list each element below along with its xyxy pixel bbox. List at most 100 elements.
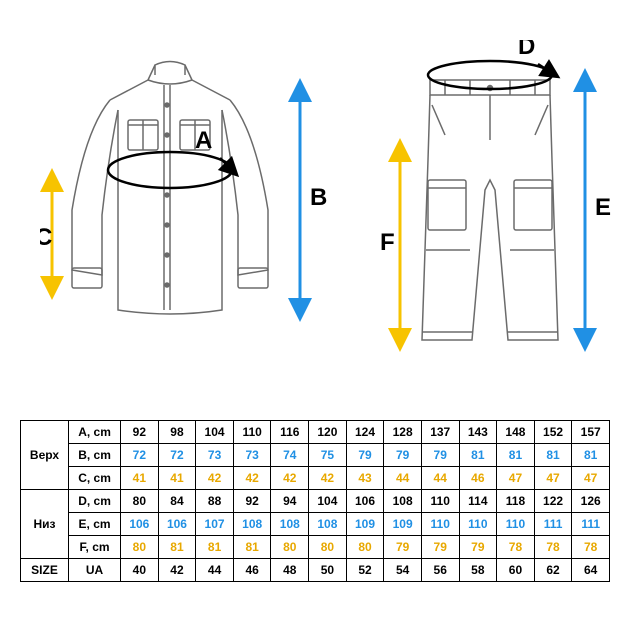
cell: 108 [271,513,309,536]
cell: 110 [421,513,459,536]
size-cell: 46 [233,559,271,582]
cell: 79 [384,444,422,467]
pants-illustration: D E F [360,40,620,380]
group-top: Верх [21,421,69,490]
row-label: E, cm [69,513,121,536]
cell: 110 [421,490,459,513]
letter-b: B [310,184,327,211]
letter-f: F [380,229,395,256]
cell: 47 [534,467,572,490]
cell: 88 [196,490,234,513]
cell: 80 [271,536,309,559]
cell: 152 [534,421,572,444]
cell: 47 [497,467,535,490]
cell: 104 [196,421,234,444]
cell: 84 [158,490,196,513]
cell: 98 [158,421,196,444]
cell: 81 [572,444,610,467]
cell: 74 [271,444,309,467]
cell: 72 [121,444,159,467]
cell: 92 [233,490,271,513]
cell: 107 [196,513,234,536]
cell: 128 [384,421,422,444]
cell: 106 [158,513,196,536]
cell: 148 [497,421,535,444]
cell: 47 [572,467,610,490]
size-cell: 40 [121,559,159,582]
cell: 42 [196,467,234,490]
cell: 80 [346,536,384,559]
cell: 118 [497,490,535,513]
cell: 111 [534,513,572,536]
size-cell: 54 [384,559,422,582]
cell: 72 [158,444,196,467]
letter-c: C [40,224,52,251]
cell: 106 [346,490,384,513]
cell: 43 [346,467,384,490]
cell: 126 [572,490,610,513]
size-cell: 64 [572,559,610,582]
row-label: F, cm [69,536,121,559]
cell: 108 [384,490,422,513]
cell: 81 [459,444,497,467]
cell: 46 [459,467,497,490]
size-cell: 48 [271,559,309,582]
size-cell: 42 [158,559,196,582]
cell: 109 [384,513,422,536]
table-row: B, cm72727373747579797981818181 [21,444,610,467]
cell: 78 [497,536,535,559]
cell: 41 [121,467,159,490]
group-bottom: Низ [21,490,69,559]
cell: 81 [497,444,535,467]
cell: 80 [309,536,347,559]
cell: 79 [384,536,422,559]
shirt-illustration: A B C [40,50,330,370]
cell: 106 [121,513,159,536]
cell: 44 [384,467,422,490]
cell: 81 [534,444,572,467]
table-row: ВерхA, cm9298104110116120124128137143148… [21,421,610,444]
cell: 116 [271,421,309,444]
cell: 80 [121,490,159,513]
cell: 111 [572,513,610,536]
cell: 79 [459,536,497,559]
measurement-diagram: A B C [20,20,610,390]
cell: 108 [309,513,347,536]
cell: 79 [346,444,384,467]
row-label: A, cm [69,421,121,444]
cell: 78 [572,536,610,559]
cell: 124 [346,421,384,444]
size-cell: 50 [309,559,347,582]
size-cell: 58 [459,559,497,582]
cell: 122 [534,490,572,513]
row-label: B, cm [69,444,121,467]
cell: 79 [421,536,459,559]
cell: 81 [233,536,271,559]
cell: 108 [233,513,271,536]
cell: 42 [309,467,347,490]
size-cell: 56 [421,559,459,582]
cell: 157 [572,421,610,444]
size-label: SIZE [21,559,69,582]
row-label: D, cm [69,490,121,513]
size-cell: 44 [196,559,234,582]
size-row: SIZEUA40424446485052545658606264 [21,559,610,582]
size-cell: 52 [346,559,384,582]
size-cell: 62 [534,559,572,582]
cell: 81 [196,536,234,559]
table-row: НизD, cm80848892941041061081101141181221… [21,490,610,513]
size-cell: 60 [497,559,535,582]
cell: 120 [309,421,347,444]
cell: 42 [233,467,271,490]
cell: 110 [233,421,271,444]
row-label: C, cm [69,467,121,490]
cell: 94 [271,490,309,513]
cell: 42 [271,467,309,490]
cell: 79 [421,444,459,467]
size-table: ВерхA, cm9298104110116120124128137143148… [20,420,610,582]
cell: 41 [158,467,196,490]
cell: 73 [196,444,234,467]
cell: 78 [534,536,572,559]
cell: 73 [233,444,271,467]
cell: 75 [309,444,347,467]
